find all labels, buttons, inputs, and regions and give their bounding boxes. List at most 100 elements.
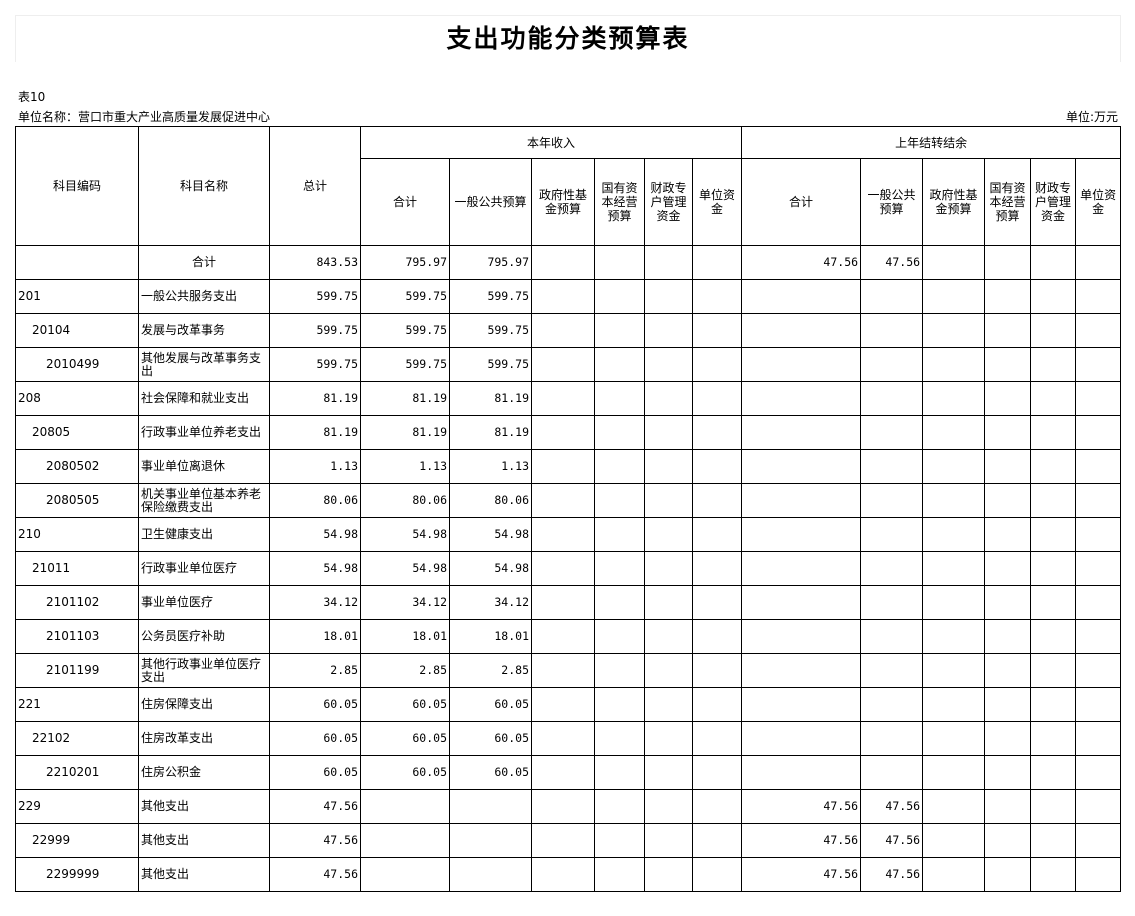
cell-amount xyxy=(1030,687,1077,722)
cell-amount xyxy=(860,347,924,382)
cell-amount xyxy=(922,347,986,382)
cell-amount xyxy=(1075,857,1122,892)
cell-amount xyxy=(741,415,862,450)
cell-amount xyxy=(1030,551,1077,586)
cell-amount xyxy=(922,585,986,620)
cell-amount xyxy=(984,279,1032,314)
cell-amount: 81.19 xyxy=(360,381,450,416)
cell-code: 22102 xyxy=(15,721,139,756)
cell-code: 20805 xyxy=(15,415,139,450)
cell-code: 2080502 xyxy=(15,449,139,484)
cell-name: 行政事业单位养老支出 xyxy=(138,415,270,450)
cell-amount xyxy=(984,653,1032,688)
cell-amount xyxy=(644,313,693,348)
cell-amount xyxy=(360,789,450,824)
cell-amount xyxy=(922,551,986,586)
cell-code: 2080505 xyxy=(15,483,139,518)
cell-amount: 843.53 xyxy=(269,245,361,280)
cell-amount: 47.56 xyxy=(269,789,361,824)
cell-amount: 60.05 xyxy=(269,755,361,790)
cell-amount xyxy=(1075,245,1122,280)
cell-amount xyxy=(741,313,862,348)
cell-amount xyxy=(594,449,645,484)
cell-name: 住房改革支出 xyxy=(138,721,270,756)
cell-amount xyxy=(1075,551,1122,586)
cell-amount xyxy=(922,517,986,552)
cell-amount xyxy=(984,551,1032,586)
cell-amount xyxy=(644,279,693,314)
cell-amount xyxy=(984,857,1032,892)
cell-amount xyxy=(1075,585,1122,620)
cell-code: 221 xyxy=(15,687,139,722)
cell-amount xyxy=(741,551,862,586)
cell-amount xyxy=(531,415,595,450)
table-row: 20104 发展与改革事务 599.75 599.75 599.75 xyxy=(15,313,1122,348)
cell-code: 20104 xyxy=(15,313,139,348)
cell-amount: 1.13 xyxy=(360,449,450,484)
header-code: 科目编码 xyxy=(15,126,139,246)
cell-amount xyxy=(594,381,645,416)
cell-amount xyxy=(860,619,924,654)
cell-amount: 599.75 xyxy=(360,279,450,314)
cell-amount xyxy=(449,823,532,858)
cell-amount xyxy=(984,483,1032,518)
cell-code: 2101103 xyxy=(15,619,139,654)
cell-amount xyxy=(644,415,693,450)
cell-amount xyxy=(449,857,532,892)
cell-amount xyxy=(594,483,645,518)
cell-amount xyxy=(741,483,862,518)
cell-amount xyxy=(922,619,986,654)
cell-amount xyxy=(644,585,693,620)
cell-amount xyxy=(984,823,1032,858)
cell-amount xyxy=(1030,721,1077,756)
table-row: 合计 843.53 795.97 795.97 47.56 47.56 xyxy=(15,245,1122,280)
cell-amount xyxy=(594,687,645,722)
cell-amount: 599.75 xyxy=(269,279,361,314)
cell-amount xyxy=(922,449,986,484)
cell-amount xyxy=(922,245,986,280)
cell-amount xyxy=(531,585,595,620)
table-row: 20805 行政事业单位养老支出 81.19 81.19 81.19 xyxy=(15,415,1122,450)
cell-amount xyxy=(531,449,595,484)
cell-code: 210 xyxy=(15,517,139,552)
table-row: 2080505 机关事业单位基本养老保险缴费支出 80.06 80.06 80.06 xyxy=(15,483,1122,518)
cell-amount xyxy=(1030,789,1077,824)
header-current-subtotal: 合计 xyxy=(360,158,450,246)
cell-amount xyxy=(984,721,1032,756)
cell-name: 卫生健康支出 xyxy=(138,517,270,552)
cell-amount xyxy=(860,313,924,348)
cell-name: 机关事业单位基本养老保险缴费支出 xyxy=(138,483,270,518)
cell-name: 其他发展与改革事务支出 xyxy=(138,347,270,382)
cell-amount: 18.01 xyxy=(449,619,532,654)
cell-amount xyxy=(594,245,645,280)
page-title: 支出功能分类预算表 xyxy=(446,24,690,53)
cell-amount xyxy=(1030,483,1077,518)
cell-amount: 599.75 xyxy=(360,347,450,382)
cell-amount: 795.97 xyxy=(360,245,450,280)
cell-amount xyxy=(922,789,986,824)
cell-amount xyxy=(594,857,645,892)
cell-amount xyxy=(360,823,450,858)
cell-amount: 47.56 xyxy=(860,823,924,858)
cell-amount: 47.56 xyxy=(741,823,862,858)
cell-amount: 599.75 xyxy=(449,279,532,314)
cell-amount xyxy=(1030,619,1077,654)
cell-amount xyxy=(531,619,595,654)
cell-amount: 60.05 xyxy=(269,687,361,722)
cell-amount xyxy=(860,721,924,756)
cell-code: 22999 xyxy=(15,823,139,858)
cell-amount xyxy=(691,551,743,586)
cell-name: 其他支出 xyxy=(138,789,270,824)
cell-amount xyxy=(360,857,450,892)
cell-amount xyxy=(741,755,862,790)
cell-amount: 34.12 xyxy=(360,585,450,620)
header-current-unit-funds: 单位资金 xyxy=(691,158,743,246)
cell-amount xyxy=(691,687,743,722)
header-name: 科目名称 xyxy=(138,126,270,246)
cell-name: 公务员医疗补助 xyxy=(138,619,270,654)
cell-amount: 599.75 xyxy=(360,313,450,348)
unit-name: 单位名称：营口市重大产业高质量发展促进中心 xyxy=(18,110,271,124)
cell-amount xyxy=(1075,789,1122,824)
cell-amount xyxy=(984,381,1032,416)
cell-name: 一般公共服务支出 xyxy=(138,279,270,314)
